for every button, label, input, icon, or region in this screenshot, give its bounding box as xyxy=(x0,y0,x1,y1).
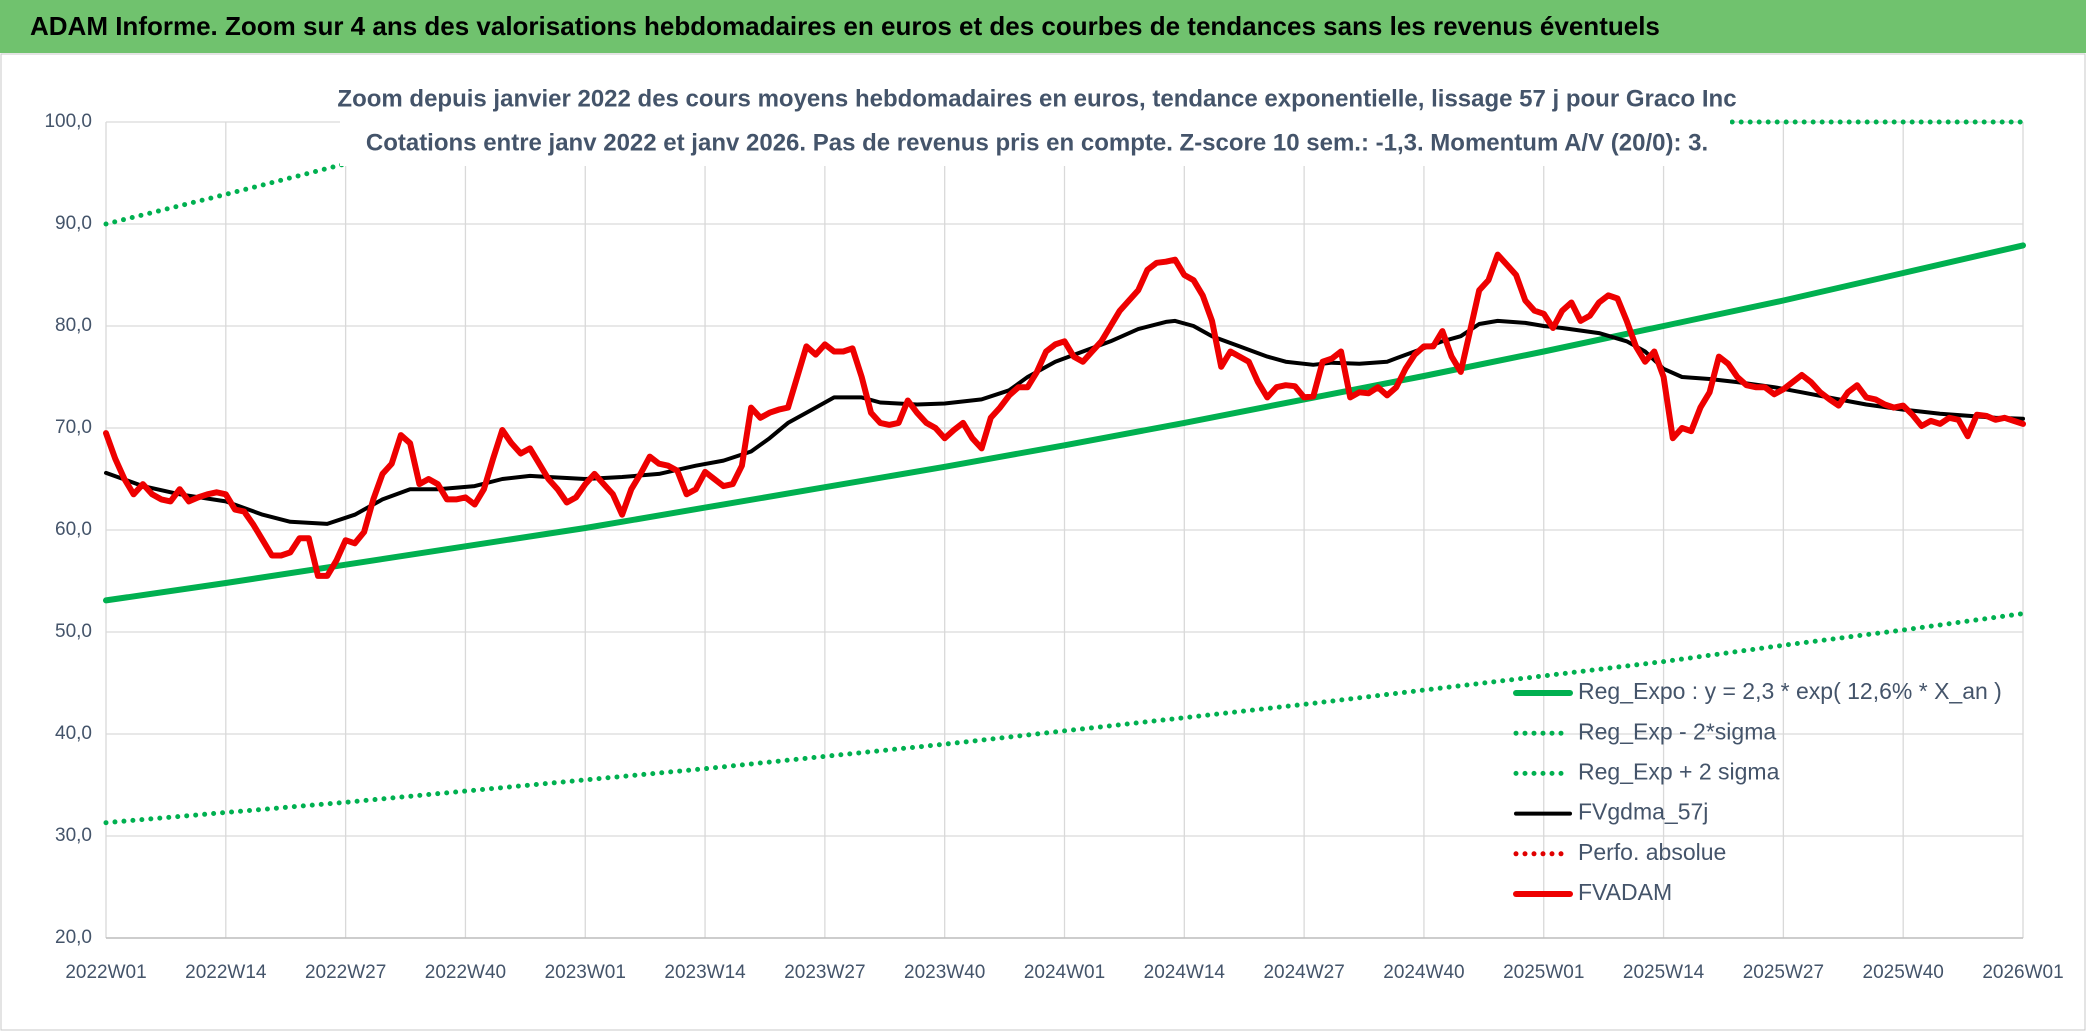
legend-label: Reg_Exp - 2*sigma xyxy=(1578,718,1776,744)
chart-title: Zoom depuis janvier 2022 des cours moyen… xyxy=(337,85,1736,112)
legend-label: Reg_Expo : y = 2,3 * exp( 12,6% * X_an ) xyxy=(1578,678,2002,704)
x-tick-label: 2025W01 xyxy=(1503,962,1584,983)
legend-label: Reg_Exp + 2 sigma xyxy=(1578,758,1780,784)
legend-label: FVADAM xyxy=(1578,879,1672,905)
series-line xyxy=(103,251,2026,579)
x-tick-label: 2022W40 xyxy=(425,962,506,983)
y-tick-label: 20,0 xyxy=(55,927,92,948)
x-tick-label: 2023W01 xyxy=(545,962,626,983)
legend-label: Perfo. absolue xyxy=(1578,839,1726,865)
header-bar xyxy=(0,0,2086,53)
y-tick-label: 90,0 xyxy=(55,213,92,234)
y-tick-label: 50,0 xyxy=(55,621,92,642)
legend-label: FVgdma_57j xyxy=(1578,799,1708,825)
y-tick-label: 40,0 xyxy=(55,723,92,744)
x-tick-label: 2024W40 xyxy=(1383,962,1464,983)
title-box: Zoom depuis janvier 2022 des cours moyen… xyxy=(337,78,1737,166)
x-tick-label: 2022W27 xyxy=(305,962,386,983)
y-tick-label: 100,0 xyxy=(44,111,92,132)
series-line xyxy=(103,611,2026,826)
x-tick-label: 2022W01 xyxy=(65,962,146,983)
y-tick-label: 80,0 xyxy=(55,315,92,336)
x-tick-label: 2024W27 xyxy=(1263,962,1344,983)
plot-area: 20,0 30,0 40,0 50,0 60,0 70,0 80,0 90,0 100,0 202… xyxy=(44,111,2063,983)
x-tick-label: 2025W40 xyxy=(1863,962,1944,983)
x-tick-label: 2022W14 xyxy=(185,962,267,983)
chart-subtitle: Cotations entre janv 2022 et janv 2026. … xyxy=(366,129,1708,156)
x-tick-label: 2024W01 xyxy=(1024,962,1105,983)
y-tick-label: 70,0 xyxy=(55,417,92,438)
header-title: ADAM Informe. Zoom sur 4 ans des valoris… xyxy=(30,11,1660,41)
series-line xyxy=(104,318,2025,526)
x-tick-label: 2025W14 xyxy=(1623,962,1705,983)
x-tick-label: 2023W40 xyxy=(904,962,985,983)
x-tick-label: 2025W27 xyxy=(1743,962,1824,983)
chart-frame xyxy=(0,53,2086,1031)
x-tick-label: 2023W27 xyxy=(784,962,865,983)
x-tick-label: 2023W14 xyxy=(664,962,746,983)
title-background xyxy=(340,78,1730,166)
x-tick-label: 2026W01 xyxy=(1982,962,2063,983)
y-tick-label: 30,0 xyxy=(55,825,92,846)
y-tick-label: 60,0 xyxy=(55,519,92,540)
legend: Reg_Expo : y = 2,3 * exp( 12,6% * X_an )… xyxy=(1513,678,2002,905)
x-tick-label: 2024W14 xyxy=(1144,962,1226,983)
series-line xyxy=(103,242,2026,604)
